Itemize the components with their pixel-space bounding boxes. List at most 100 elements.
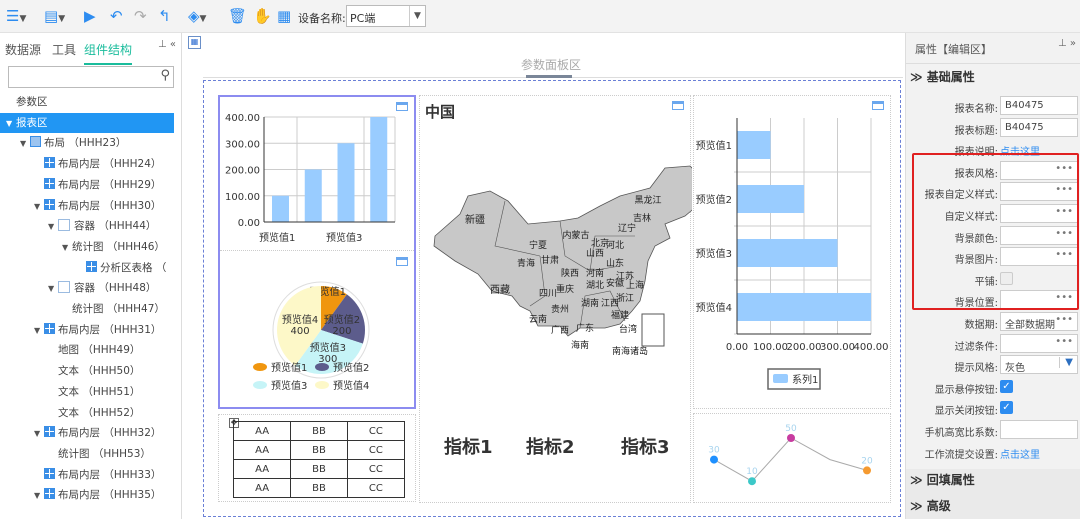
property-input[interactable]: [1000, 420, 1078, 439]
property-input[interactable]: •••: [1000, 204, 1078, 223]
tree-item[interactable]: 统计图 （HHH47）: [0, 299, 182, 319]
menu-icon[interactable]: ☰▼: [6, 7, 27, 25]
property-checkbox[interactable]: [1000, 271, 1013, 285]
chart-settings-icon[interactable]: [872, 101, 884, 110]
run-icon[interactable]: ▶: [84, 7, 96, 25]
more-icon[interactable]: •••: [1055, 314, 1073, 325]
section-backfill-properties[interactable]: ≫ 回填属性: [910, 473, 975, 487]
chevron-down-icon[interactable]: ▼: [409, 6, 425, 26]
expand-toggle-icon[interactable]: ▼: [34, 201, 41, 211]
chart-settings-icon[interactable]: [672, 101, 684, 110]
delete-icon[interactable]: 🗑: [228, 7, 248, 25]
property-input[interactable]: •••: [1000, 247, 1078, 267]
parameter-panel-area[interactable]: 参数面板区: [203, 50, 903, 78]
tab-component-structure[interactable]: 组件结构: [84, 41, 133, 65]
map-cell[interactable]: 中国 新疆 西藏 青海 甘肃 宁夏 内蒙古 黑龙江 吉林 辽宁 北京 河北 山西 山东 陕西 河南 四川 重庆湖…: [419, 95, 692, 503]
expand-toggle-icon[interactable]: ▼: [34, 491, 41, 501]
tree-item[interactable]: 分析区表格 （: [0, 258, 182, 278]
property-input[interactable]: •••: [1000, 225, 1078, 245]
property-checkbox[interactable]: ✓: [1000, 379, 1013, 393]
more-icon[interactable]: •••: [1055, 184, 1073, 196]
tab-tools[interactable]: 工具: [52, 43, 77, 57]
device-select[interactable]: PC端 ▼: [346, 5, 426, 27]
tree-item[interactable]: ▼ 容器 （HHH48）: [0, 278, 182, 298]
hbar-chart-cell[interactable]: 0.00 100.00 200.00 300.00 400.00 预览值1 预览值2 预览值3…: [693, 95, 891, 409]
property-input[interactable]: •••: [1000, 182, 1078, 202]
expand-toggle-icon[interactable]: ▼: [34, 429, 41, 439]
tree-item[interactable]: ▼ 布局内层 （HHH35）: [0, 485, 182, 505]
table-cell[interactable]: ✥ AA BB CC AA BB CC AA BB CC AA BB CC: [218, 414, 416, 502]
property-input[interactable]: •••: [1000, 160, 1078, 180]
property-link[interactable]: 点击这里: [1000, 147, 1040, 159]
property-input[interactable]: B40475: [1000, 117, 1078, 137]
undo-icon[interactable]: ↶: [110, 7, 123, 25]
tree-search-input[interactable]: ⚲: [8, 66, 174, 88]
province-border: [589, 235, 635, 272]
tree-item[interactable]: 布局内层 （HHH33）: [0, 465, 182, 485]
window-icon[interactable]: ▦: [277, 7, 292, 25]
save-icon[interactable]: ▤▼: [44, 7, 66, 25]
section-advanced[interactable]: ≫ 高级: [910, 499, 951, 513]
tree-item[interactable]: ▼ 布局内层 （HHH31）: [0, 320, 182, 340]
chart-settings-icon[interactable]: [396, 257, 408, 266]
tree-item[interactable]: 布局内层 （HHH24）: [0, 154, 182, 174]
paint-icon[interactable]: ◈▼: [188, 7, 207, 25]
more-icon[interactable]: •••: [1055, 249, 1073, 261]
tree-item[interactable]: 文本 （HHH51）: [0, 382, 182, 402]
redo-icon[interactable]: ↷: [134, 7, 147, 25]
tree-item[interactable]: 文本 （HHH50）: [0, 361, 182, 381]
property-input[interactable]: •••: [1000, 333, 1078, 353]
map-region-label: 浙江: [616, 292, 634, 304]
tree-item[interactable]: 文本 （HHH52）: [0, 403, 182, 423]
tree-item[interactable]: ▼ 布局内层 （HHH32）: [0, 423, 182, 443]
pin-icon[interactable]: ⊥ »: [1058, 38, 1077, 49]
tree-item[interactable]: ▼ 报表区: [0, 112, 174, 133]
property-checkbox[interactable]: ✓: [1000, 401, 1013, 415]
section-basic-properties[interactable]: ≫ 基础属性: [910, 70, 975, 84]
bar-chart-cell[interactable]: 0.00 100.00 200.00 300.00 400.00 预览值1 预览值3: [220, 97, 414, 251]
tree-item[interactable]: ▼ 统计图 （HHH46）: [0, 237, 182, 257]
tab-datasource[interactable]: 数据源: [5, 43, 42, 57]
tree-item[interactable]: 统计图 （HHH53）: [0, 444, 182, 464]
property-input[interactable]: 灰色 ▼: [1000, 355, 1078, 375]
expand-toggle-icon[interactable]: ▼: [62, 242, 69, 252]
pin-icon[interactable]: ⊥ «: [158, 39, 177, 50]
tree-item[interactable]: ▼ 布局 （HHH23）: [0, 133, 182, 153]
expand-toggle-icon[interactable]: ▼: [34, 325, 41, 335]
param-area-handle[interactable]: [526, 75, 572, 78]
expand-toggle-icon[interactable]: ▼: [48, 222, 55, 232]
search-icon[interactable]: ⚲: [160, 68, 170, 83]
y-tick-label: 400.00: [225, 113, 260, 124]
tree-item[interactable]: ▼ 容器 （HHH44）: [0, 216, 182, 236]
report-area[interactable]: 0.00 100.00 200.00 300.00 400.00 预览值1 预览值3 预览值…: [203, 80, 901, 517]
pie-ring: [272, 281, 370, 379]
tree-item[interactable]: ▼ 布局内层 （HHH30）: [0, 196, 182, 216]
more-icon[interactable]: •••: [1055, 292, 1073, 304]
line-chart-cell[interactable]: 30 10 50 20: [693, 413, 891, 503]
pie-chart-cell[interactable]: 预览值1 预览值2 200 预览值3 300 预览值4 400 预览值1 预览值2 预览值3 预览值…: [220, 253, 414, 407]
property-row: 背景位置: •••: [906, 290, 1080, 310]
property-label: 显示关闭按钮:: [934, 406, 998, 418]
tree-item[interactable]: 布局内层 （HHH29）: [0, 175, 182, 195]
expand-toggle-icon[interactable]: ▼: [6, 118, 13, 128]
pie-data-label: 200: [332, 326, 351, 337]
tree-item[interactable]: 地图 （HHH49）: [0, 340, 182, 360]
hand-icon[interactable]: ✋: [253, 7, 272, 25]
return-icon[interactable]: ↰: [158, 7, 171, 25]
property-input[interactable]: •••: [1000, 290, 1078, 310]
canvas-settings-icon[interactable]: ▦: [188, 36, 201, 49]
more-icon[interactable]: •••: [1055, 335, 1073, 347]
tree-item[interactable]: 参数区: [0, 92, 182, 112]
more-icon[interactable]: •••: [1055, 162, 1073, 174]
property-input[interactable]: 全部数据期 •••: [1000, 312, 1078, 331]
expand-toggle-icon[interactable]: ▼: [20, 139, 27, 149]
table-icon: [86, 260, 97, 272]
line-chart: 30 10 50 20: [708, 424, 873, 486]
chart-settings-icon[interactable]: [396, 102, 408, 111]
expand-toggle-icon[interactable]: ▼: [48, 284, 55, 294]
chevron-down-icon[interactable]: ▼: [1059, 357, 1073, 369]
property-link[interactable]: 点击这里: [1000, 449, 1040, 461]
more-icon[interactable]: •••: [1055, 227, 1073, 239]
property-input[interactable]: B40475: [1000, 96, 1078, 115]
more-icon[interactable]: •••: [1055, 206, 1073, 217]
